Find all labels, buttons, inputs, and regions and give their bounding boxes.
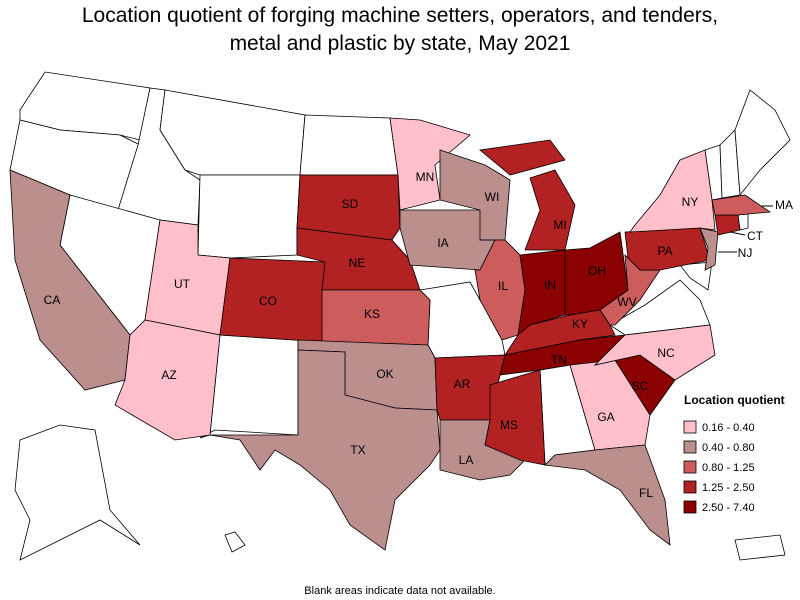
- state: [699, 227, 719, 271]
- state-label: IL: [498, 279, 508, 293]
- state: [629, 149, 716, 233]
- state: [209, 349, 441, 551]
- state-label: NC: [657, 346, 675, 360]
- legend-swatch: [683, 440, 697, 454]
- legend-label: 0.80 - 1.25: [702, 462, 755, 474]
- blank-states: [9, 71, 791, 561]
- state-shape: [711, 194, 772, 216]
- note: Blank areas indicate data not available.: [304, 585, 495, 597]
- state: [484, 369, 546, 466]
- state-label: IN: [544, 278, 556, 292]
- state-label: UT: [174, 277, 191, 291]
- state-label: MA: [775, 198, 793, 212]
- title-line: Location quotient of forging machine set…: [82, 4, 718, 27]
- state-label: NY: [682, 195, 699, 209]
- state-shape: [524, 169, 576, 251]
- state-label: NJ: [738, 246, 753, 260]
- state-shape: [209, 349, 441, 551]
- state-label: CA: [44, 293, 61, 307]
- legend-swatch: [683, 480, 697, 494]
- state-shape: [474, 239, 526, 341]
- state: [321, 289, 431, 346]
- state-shape: [593, 324, 716, 381]
- state-label: NE: [349, 256, 366, 270]
- state-label: CO: [259, 294, 277, 308]
- state: [389, 117, 471, 211]
- state-shape: [629, 149, 716, 233]
- state: [114, 319, 221, 441]
- state-label: KY: [572, 317, 588, 331]
- state-label: CT: [747, 229, 764, 243]
- state-shape: [296, 174, 401, 241]
- state-shape: [321, 289, 431, 346]
- state-shape: [479, 139, 566, 176]
- state: [711, 194, 772, 216]
- title-line: metal and plastic by state, May 2021: [230, 32, 571, 55]
- state-label: KS: [364, 307, 380, 321]
- state: [474, 239, 526, 341]
- state-label: SD: [342, 197, 359, 211]
- state-shape: [484, 369, 546, 466]
- legend-swatch: [683, 420, 697, 434]
- state: [714, 214, 741, 236]
- state-label: TN: [551, 353, 567, 367]
- state-label: AZ: [161, 368, 176, 382]
- state-shape: [389, 117, 471, 211]
- state-label: PA: [657, 244, 672, 258]
- legend-swatch: [683, 460, 697, 474]
- legend-label: 1.25 - 2.50: [702, 482, 755, 494]
- state-shape: [544, 444, 671, 546]
- state-shape: [714, 214, 741, 236]
- state-label: MI: [553, 218, 566, 232]
- state-label: AR: [454, 377, 471, 391]
- state-label: FL: [639, 486, 653, 500]
- state-label: LA: [459, 453, 474, 467]
- legend-swatch: [683, 500, 697, 514]
- state-label: WI: [485, 190, 500, 204]
- state-label: GA: [597, 410, 614, 424]
- leader-line: [729, 231, 746, 236]
- state-label: WV: [617, 295, 636, 309]
- state-label: TX: [350, 443, 365, 457]
- legend-label: 0.40 - 0.80: [702, 442, 755, 454]
- state-label: SC: [632, 379, 649, 393]
- state: [296, 174, 401, 241]
- state-shape: [114, 319, 221, 441]
- state: [544, 444, 671, 546]
- state-labels: CA UT AZ CO SD NE KS OK TX MN IA WI IL M…: [44, 170, 793, 500]
- state-label: MS: [500, 418, 518, 432]
- legend: Location quotient 0.16 - 0.40 0.40 - 0.80…: [683, 393, 785, 514]
- states: [9, 117, 772, 551]
- state: [479, 139, 576, 251]
- legend-label: 2.50 - 7.40: [702, 502, 755, 514]
- state: [593, 324, 716, 381]
- state-label: MN: [416, 170, 435, 184]
- legend-title: Location quotient: [684, 393, 785, 407]
- legend-label: 0.16 - 0.40: [702, 422, 755, 434]
- state-label: IA: [437, 236, 448, 250]
- state-label: OH: [588, 264, 606, 278]
- state-label: OK: [376, 367, 393, 381]
- state-shape: [699, 227, 719, 271]
